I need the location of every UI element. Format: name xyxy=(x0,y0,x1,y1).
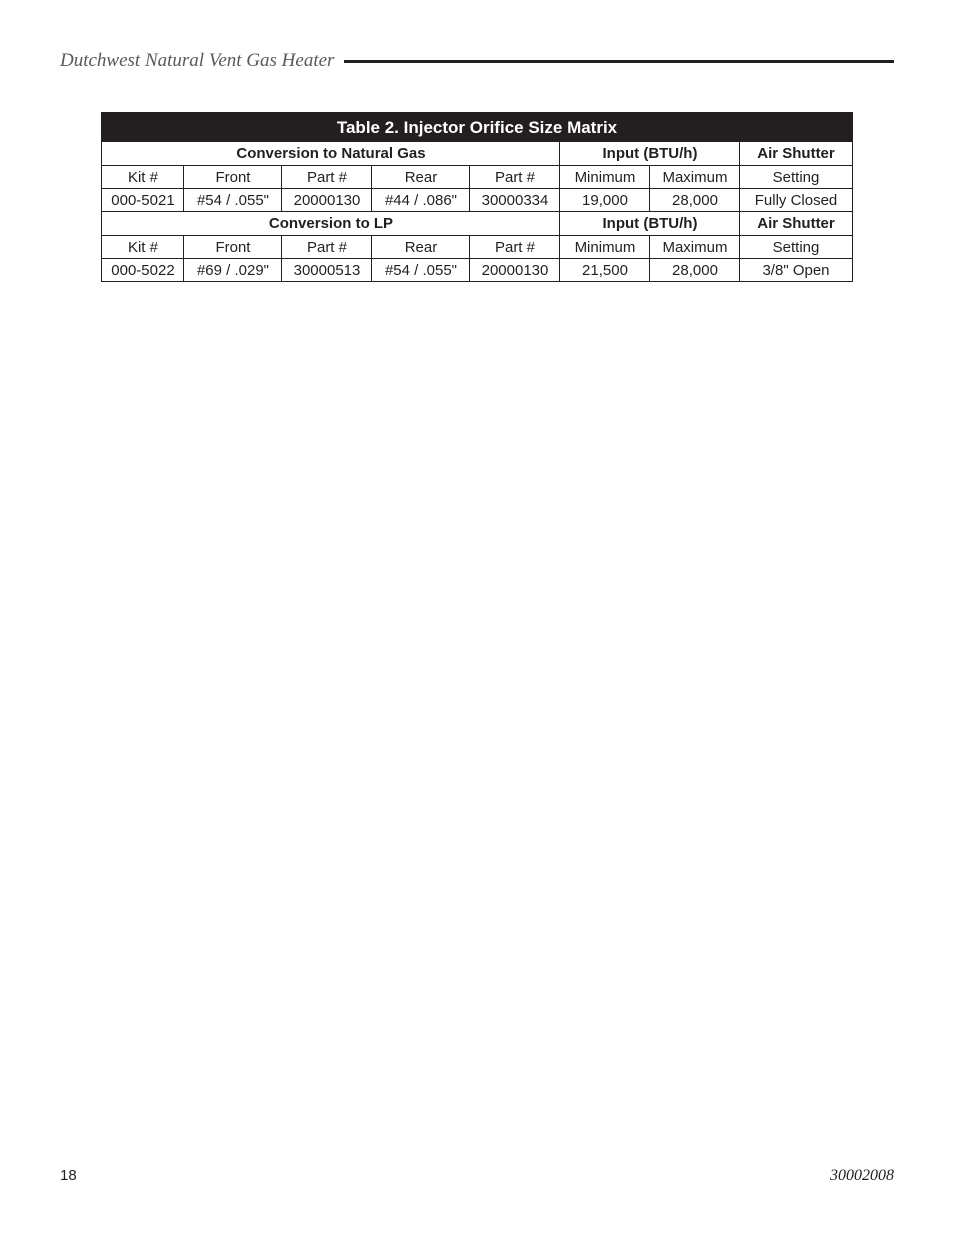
col-rear: Rear xyxy=(372,166,470,189)
col-kit: Kit # xyxy=(102,166,184,189)
cell-part1: 20000130 xyxy=(282,189,372,212)
header-rule xyxy=(344,60,894,63)
cell-max: 28,000 xyxy=(650,259,740,282)
cell-front: #54 / .055" xyxy=(184,189,282,212)
col-max: Maximum xyxy=(650,236,740,259)
col-part2: Part # xyxy=(470,236,560,259)
cell-setting: 3/8" Open xyxy=(740,259,852,282)
col-setting: Setting xyxy=(740,236,852,259)
document-number: 30002008 xyxy=(830,1167,894,1185)
page-header: Dutchwest Natural Vent Gas Heater xyxy=(60,50,894,72)
cell-front: #69 / .029" xyxy=(184,259,282,282)
table-column-headers: Kit # Front Part # Rear Part # Minimum M… xyxy=(102,166,852,189)
table-row: 000-5021 #54 / .055" 20000130 #44 / .086… xyxy=(102,189,852,212)
col-kit: Kit # xyxy=(102,236,184,259)
col-max: Maximum xyxy=(650,166,740,189)
cell-rear: #44 / .086" xyxy=(372,189,470,212)
air-shutter-header: Air Shutter xyxy=(740,142,852,166)
col-setting: Setting xyxy=(740,166,852,189)
page: Dutchwest Natural Vent Gas Heater Table … xyxy=(0,0,954,1235)
col-part2: Part # xyxy=(470,166,560,189)
cell-part2: 20000130 xyxy=(470,259,560,282)
cell-setting: Fully Closed xyxy=(740,189,852,212)
table-row: 000-5022 #69 / .029" 30000513 #54 / .055… xyxy=(102,259,852,282)
cell-kit: 000-5021 xyxy=(102,189,184,212)
cell-min: 21,500 xyxy=(560,259,650,282)
cell-rear: #54 / .055" xyxy=(372,259,470,282)
col-rear: Rear xyxy=(372,236,470,259)
table-title: Table 2. Injector Orifice Size Matrix xyxy=(102,113,852,142)
cell-part1: 30000513 xyxy=(282,259,372,282)
table-title-row: Table 2. Injector Orifice Size Matrix xyxy=(102,113,852,142)
page-number: 18 xyxy=(60,1167,77,1184)
col-part1: Part # xyxy=(282,166,372,189)
conversion-header: Conversion to Natural Gas xyxy=(102,142,560,166)
input-header: Input (BTU/h) xyxy=(560,212,740,236)
col-min: Minimum xyxy=(560,236,650,259)
col-front: Front xyxy=(184,236,282,259)
col-front: Front xyxy=(184,166,282,189)
cell-kit: 000-5022 xyxy=(102,259,184,282)
injector-orifice-table: Table 2. Injector Orifice Size Matrix Co… xyxy=(101,112,852,282)
table-column-headers: Kit # Front Part # Rear Part # Minimum M… xyxy=(102,236,852,259)
input-header: Input (BTU/h) xyxy=(560,142,740,166)
conversion-header: Conversion to LP xyxy=(102,212,560,236)
cell-max: 28,000 xyxy=(650,189,740,212)
page-footer: 18 30002008 xyxy=(60,1167,894,1185)
table-section-header: Conversion to LP Input (BTU/h) Air Shutt… xyxy=(102,212,852,236)
table-section-header: Conversion to Natural Gas Input (BTU/h) … xyxy=(102,142,852,166)
document-title: Dutchwest Natural Vent Gas Heater xyxy=(60,50,344,72)
cell-min: 19,000 xyxy=(560,189,650,212)
col-min: Minimum xyxy=(560,166,650,189)
col-part1: Part # xyxy=(282,236,372,259)
air-shutter-header: Air Shutter xyxy=(740,212,852,236)
cell-part2: 30000334 xyxy=(470,189,560,212)
